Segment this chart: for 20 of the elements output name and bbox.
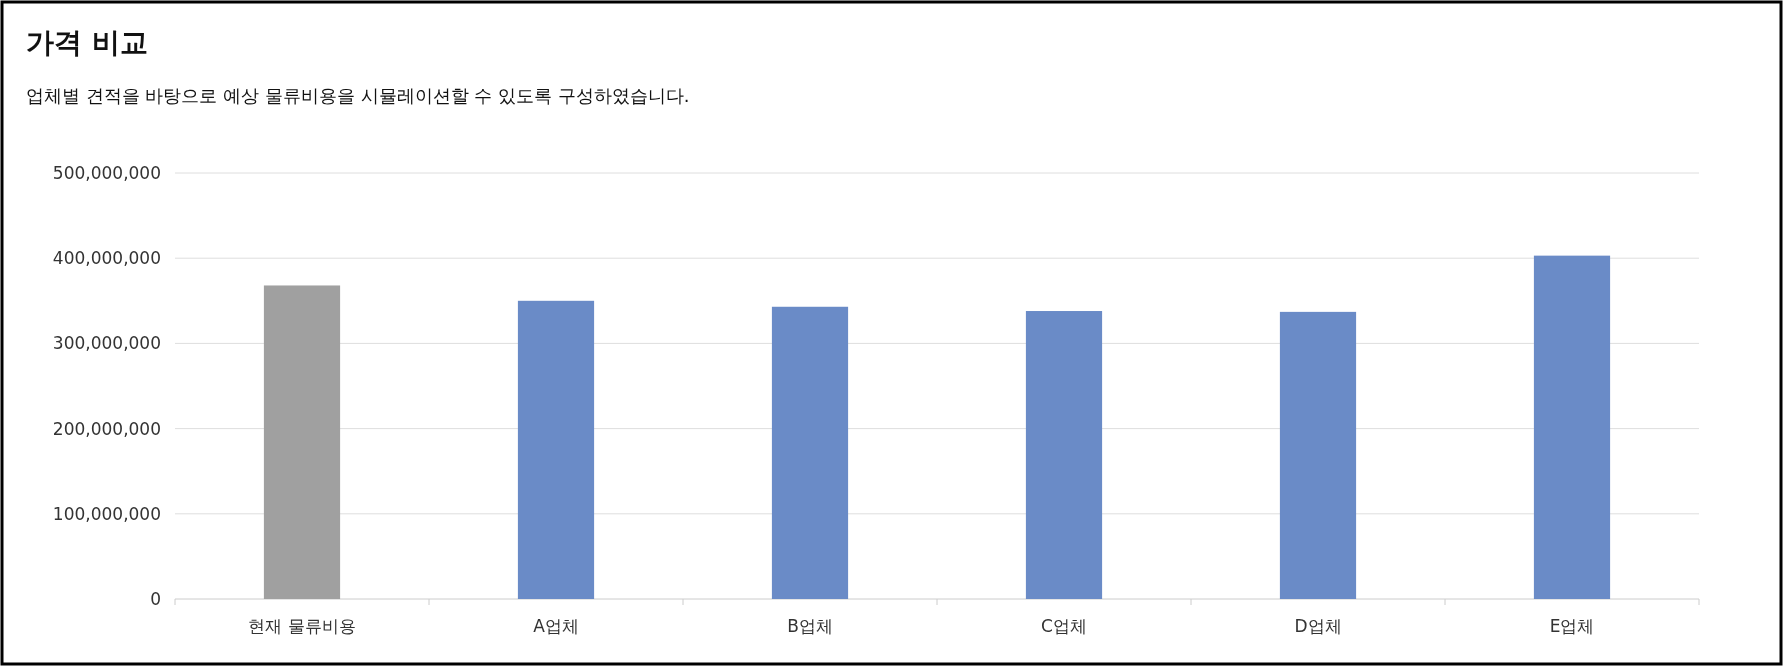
x-tick-label: B업체 (787, 616, 833, 636)
bar (517, 300, 595, 599)
bar (771, 306, 849, 599)
y-tick-label: 300,000,000 (52, 333, 161, 354)
y-tick-label: 500,000,000 (52, 163, 161, 183)
y-tick-label: 0 (150, 589, 161, 609)
bar (1279, 311, 1357, 599)
x-tick-label: C업체 (1041, 616, 1087, 636)
y-tick-label: 100,000,000 (52, 503, 161, 524)
bar (1025, 311, 1103, 599)
x-tick-label: A업체 (533, 616, 579, 636)
x-tick-label: D업체 (1294, 616, 1342, 636)
bar (1533, 255, 1611, 599)
x-tick-label: E업체 (1549, 616, 1595, 636)
chart-subtitle: 업체별 견적을 바탕으로 예상 물류비용을 시뮬레이션할 수 있도록 구성하였습니다. (26, 85, 690, 106)
x-tick-label: 현재 물류비용 (248, 616, 356, 636)
bar (263, 285, 341, 599)
chart-title: 가격 비교 (26, 26, 148, 59)
y-tick-label: 400,000,000 (52, 248, 161, 269)
y-tick-label: 200,000,000 (52, 418, 161, 439)
